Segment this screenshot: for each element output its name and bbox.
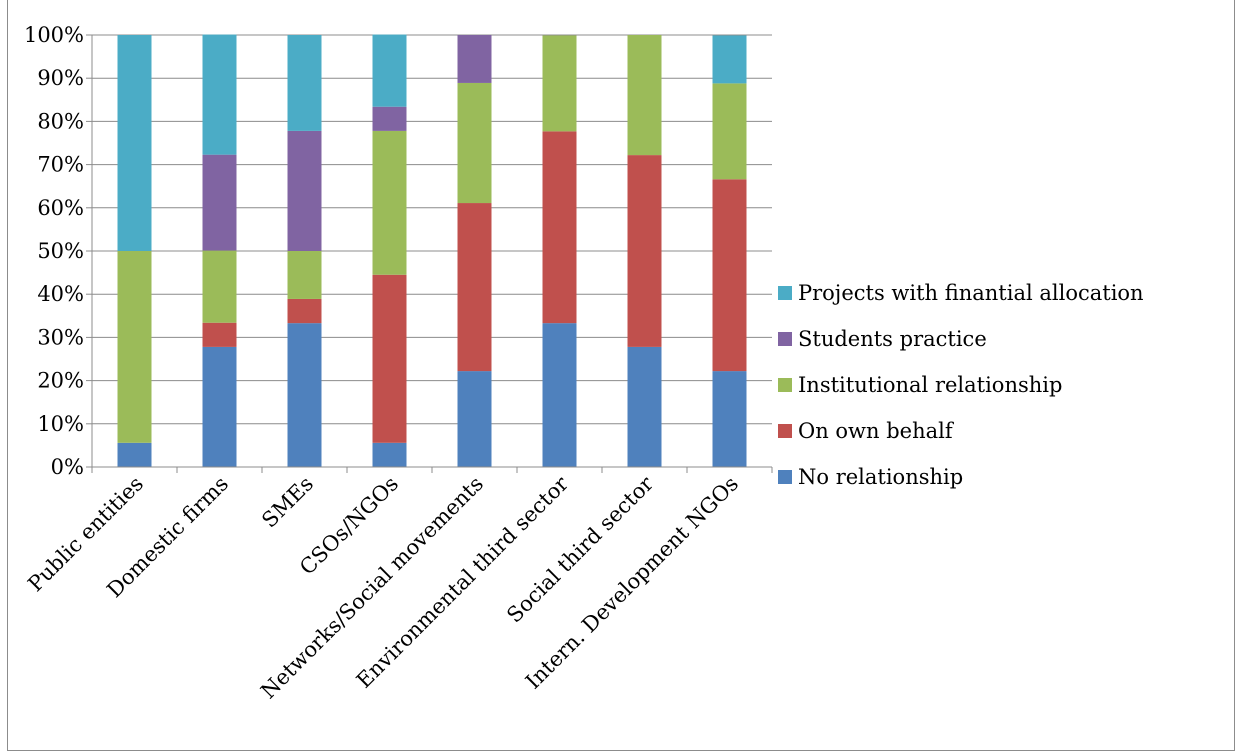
y-tick-label: 10% [37, 412, 84, 436]
y-tick-label: 20% [37, 369, 84, 393]
bar-segment [117, 35, 152, 251]
x-tick-label: SMEs [257, 472, 318, 533]
y-tick-label: 70% [37, 153, 84, 177]
bar-segment [287, 323, 322, 467]
legend-item: Students practice [778, 316, 1228, 362]
legend-label: On own behalf [798, 419, 953, 443]
bar-segment [372, 442, 407, 467]
bar-segment [712, 83, 747, 180]
legend-swatch [778, 470, 792, 484]
chart-frame [7, 0, 1235, 751]
bar-segment [202, 250, 237, 323]
legend-label: No relationship [798, 465, 964, 489]
bar-segment [287, 35, 322, 131]
y-tick-label: 100% [24, 23, 84, 47]
y-tick-label: 30% [37, 325, 84, 349]
bar-segment [117, 251, 152, 443]
bar-segment [202, 346, 237, 467]
y-tick-label: 60% [37, 196, 84, 220]
legend-item: Institutional relationship [778, 362, 1228, 408]
bar-segment [117, 442, 152, 467]
bar-segment [202, 322, 237, 347]
bar-segment [627, 155, 662, 347]
bar-segment [287, 298, 322, 324]
legend-label: Students practice [798, 327, 987, 351]
bar-segment [542, 131, 577, 324]
bar-segment [202, 154, 237, 251]
legend-item: Projects with finantial allocation [778, 270, 1228, 316]
legend-item: On own behalf [778, 408, 1228, 454]
bar-segment [372, 34, 407, 107]
bar-segment [287, 251, 322, 299]
legend-swatch [778, 286, 792, 300]
x-tick-label: Social third sector [502, 471, 658, 627]
bar-segment [627, 35, 662, 156]
bar-segment [542, 35, 577, 132]
legend-swatch [778, 424, 792, 438]
bar-segment [202, 34, 237, 155]
y-tick-label: 0% [51, 455, 84, 479]
bar-segment [457, 82, 492, 204]
bar-segment [372, 106, 407, 131]
y-tick-label: 50% [37, 239, 84, 263]
bar-segment [457, 35, 492, 83]
bar-segment [287, 130, 322, 251]
bar-segment [712, 35, 747, 84]
legend-swatch [778, 332, 792, 346]
y-tick-label: 40% [37, 282, 84, 306]
legend-label: Projects with finantial allocation [798, 281, 1144, 305]
bar-segment [457, 203, 492, 372]
bar-segment [372, 130, 407, 275]
legend-item: No relationship [778, 454, 1228, 500]
chart-legend: Projects with finantial allocation Stude… [778, 270, 1228, 500]
bar-segment [542, 323, 577, 467]
bar-segment [712, 179, 747, 372]
bar-segment [712, 371, 747, 467]
legend-swatch [778, 378, 792, 392]
bar-segment [627, 346, 662, 467]
bar-segment [457, 371, 492, 467]
legend-label: Institutional relationship [798, 373, 1063, 397]
y-tick-label: 80% [37, 109, 84, 133]
bar-segment [372, 274, 407, 443]
y-tick-label: 90% [37, 66, 84, 90]
